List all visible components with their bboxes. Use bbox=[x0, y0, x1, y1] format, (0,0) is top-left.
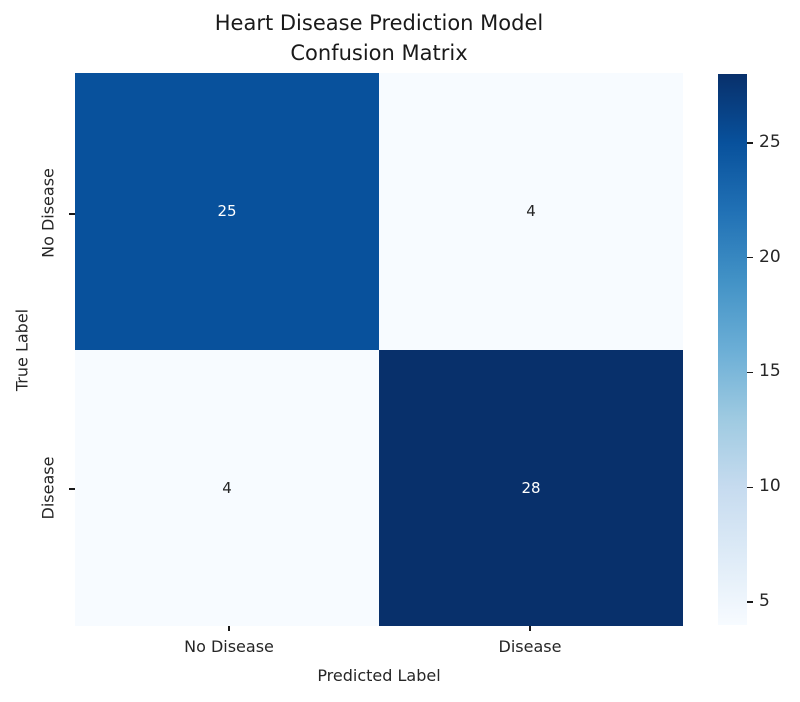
colorbar: 5 10 15 20 25 bbox=[718, 74, 781, 625]
y-tick-label-disease: Disease bbox=[38, 456, 58, 520]
y-tick-mark bbox=[69, 213, 75, 215]
y-tick-mark bbox=[69, 488, 75, 490]
colorbar-tick-mark bbox=[747, 486, 753, 488]
x-tick-mark bbox=[228, 626, 230, 631]
y-axis-label: True Label bbox=[12, 308, 32, 392]
heatmap-cell: 25 bbox=[75, 73, 379, 350]
colorbar-tick-mark bbox=[747, 601, 753, 603]
heatmap: 25 4 4 28 bbox=[75, 73, 683, 626]
colorbar-tick-label: 25 bbox=[759, 131, 781, 152]
colorbar-tick-label: 20 bbox=[759, 246, 781, 267]
colorbar-tick-mark bbox=[747, 256, 753, 259]
heatmap-cell: 4 bbox=[75, 349, 379, 626]
chart-title: Heart Disease Prediction Model Confusion… bbox=[214, 11, 544, 66]
heatmap-cell: 28 bbox=[379, 349, 683, 626]
x-tick-label-no-disease: No Disease bbox=[184, 637, 274, 656]
x-tick-mark bbox=[529, 626, 531, 631]
colorbar-tick-label: 15 bbox=[759, 361, 781, 382]
colorbar-tick-label: 5 bbox=[759, 591, 770, 612]
colorbar-tick-label: 10 bbox=[759, 476, 781, 497]
colorbar-tick-mark bbox=[747, 371, 753, 374]
x-tick-label-disease: Disease bbox=[498, 637, 562, 656]
x-axis-label: Predicted Label bbox=[317, 666, 441, 685]
y-tick-label-no-disease: No Disease bbox=[38, 168, 58, 258]
colorbar-ticks: 5 10 15 20 25 bbox=[747, 74, 800, 625]
colorbar-tick-mark bbox=[747, 142, 753, 144]
heatmap-cell: 4 bbox=[379, 73, 683, 350]
colorbar-gradient bbox=[718, 74, 747, 625]
